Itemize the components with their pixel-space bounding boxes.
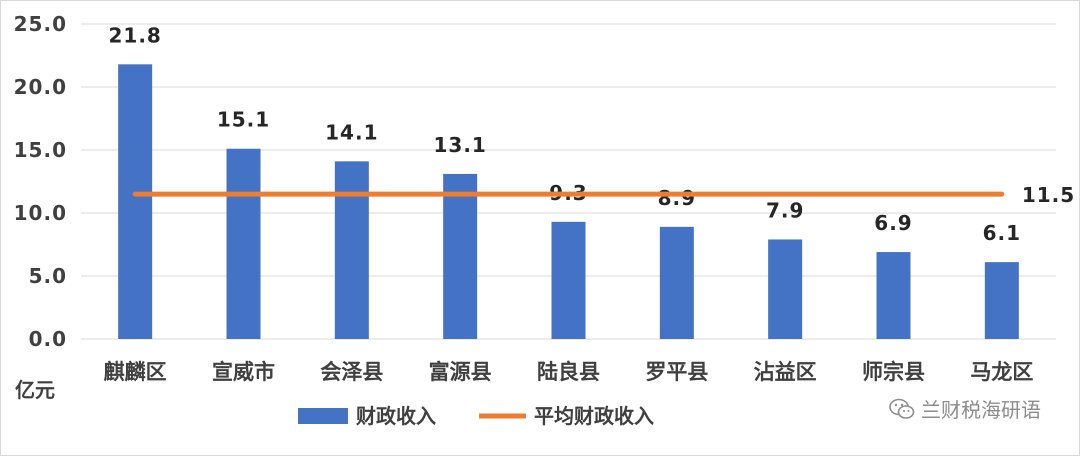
- bar: [984, 262, 1019, 339]
- legend-swatch-bar: [298, 408, 348, 424]
- x-tick-label: 会泽县: [320, 359, 383, 384]
- legend-label-line: 平均财政收入: [534, 404, 654, 428]
- data-label: 13.1: [433, 133, 486, 157]
- wechat-icon: [889, 398, 915, 419]
- bar: [443, 173, 478, 339]
- y-axis-unit: 亿元: [15, 378, 55, 402]
- x-tick-label: 沾益区: [754, 359, 817, 384]
- x-tick-label: 师宗县: [862, 359, 925, 384]
- data-label: 6.1: [983, 221, 1021, 245]
- bar: [551, 221, 586, 339]
- y-tick-label: 15.0: [14, 138, 67, 162]
- data-label: 8.9: [658, 186, 696, 210]
- average-data-label: 11.5: [1022, 183, 1075, 207]
- bar: [118, 64, 153, 339]
- data-label: 7.9: [766, 198, 804, 222]
- watermark-text: 兰财税海研语: [921, 398, 1041, 422]
- data-label: 14.1: [325, 120, 378, 144]
- y-tick-label: 10.0: [14, 201, 67, 225]
- data-label: 6.9: [874, 211, 912, 235]
- watermark: 兰财税海研语: [889, 394, 1041, 423]
- y-tick-label: 20.0: [14, 75, 67, 99]
- x-tick-label: 马龙区: [970, 359, 1033, 384]
- y-tick-label: 5.0: [29, 264, 67, 288]
- legend-label-bar: 财政收入: [356, 404, 436, 428]
- y-tick-label: 0.0: [29, 327, 67, 351]
- y-tick-label: 25.0: [14, 12, 67, 36]
- bar: [768, 239, 803, 339]
- bar: [226, 148, 261, 339]
- bar: [876, 252, 911, 339]
- x-tick-label: 罗平县: [645, 359, 708, 384]
- bar: [659, 226, 694, 339]
- data-label: 15.1: [217, 108, 270, 132]
- bar: [334, 161, 369, 339]
- data-label: 21.8: [108, 23, 161, 47]
- x-tick-label: 麒麟区: [104, 359, 167, 384]
- x-tick-label: 宣威市: [212, 359, 275, 384]
- x-tick-label: 富源县: [429, 359, 492, 384]
- x-tick-label: 陆良县: [537, 359, 600, 384]
